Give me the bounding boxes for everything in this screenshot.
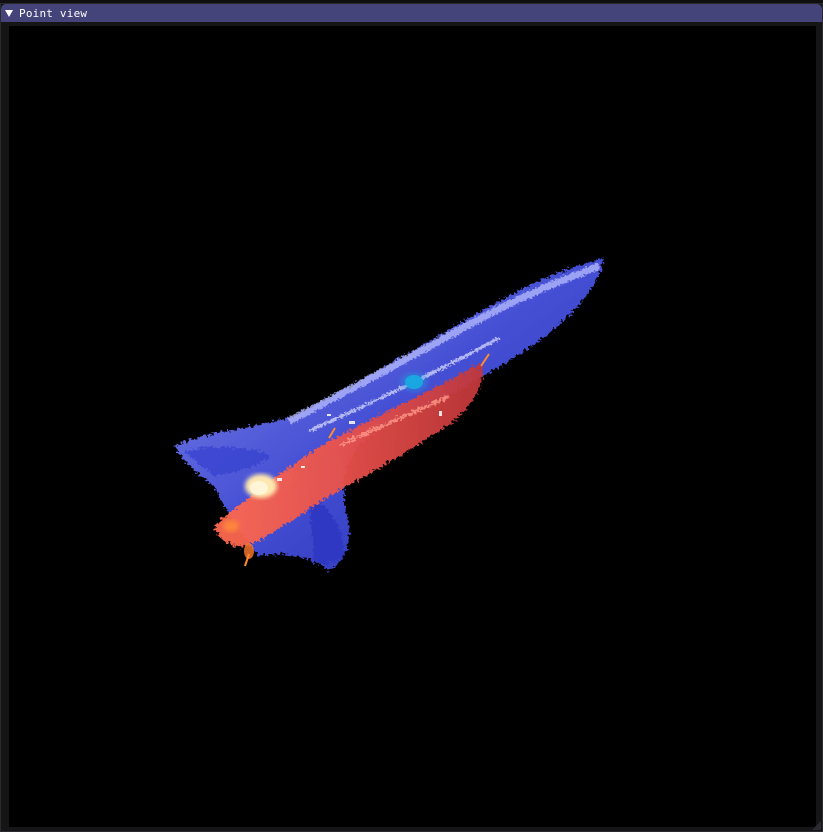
point-cloud-render bbox=[174, 258, 604, 571]
cyan-accent bbox=[400, 372, 428, 392]
white-specks bbox=[277, 411, 442, 481]
point-cloud-viewport[interactable] bbox=[9, 26, 816, 827]
hot-spot bbox=[223, 474, 277, 559]
resize-grip[interactable] bbox=[812, 821, 821, 830]
orange-sparks bbox=[244, 353, 490, 567]
rocket-interior bbox=[214, 364, 483, 547]
collapse-arrow-icon[interactable] bbox=[5, 10, 13, 17]
window-titlebar[interactable]: Point view bbox=[1, 4, 822, 22]
window-title: Point view bbox=[19, 6, 88, 20]
point-view-window: Point view bbox=[0, 3, 823, 832]
